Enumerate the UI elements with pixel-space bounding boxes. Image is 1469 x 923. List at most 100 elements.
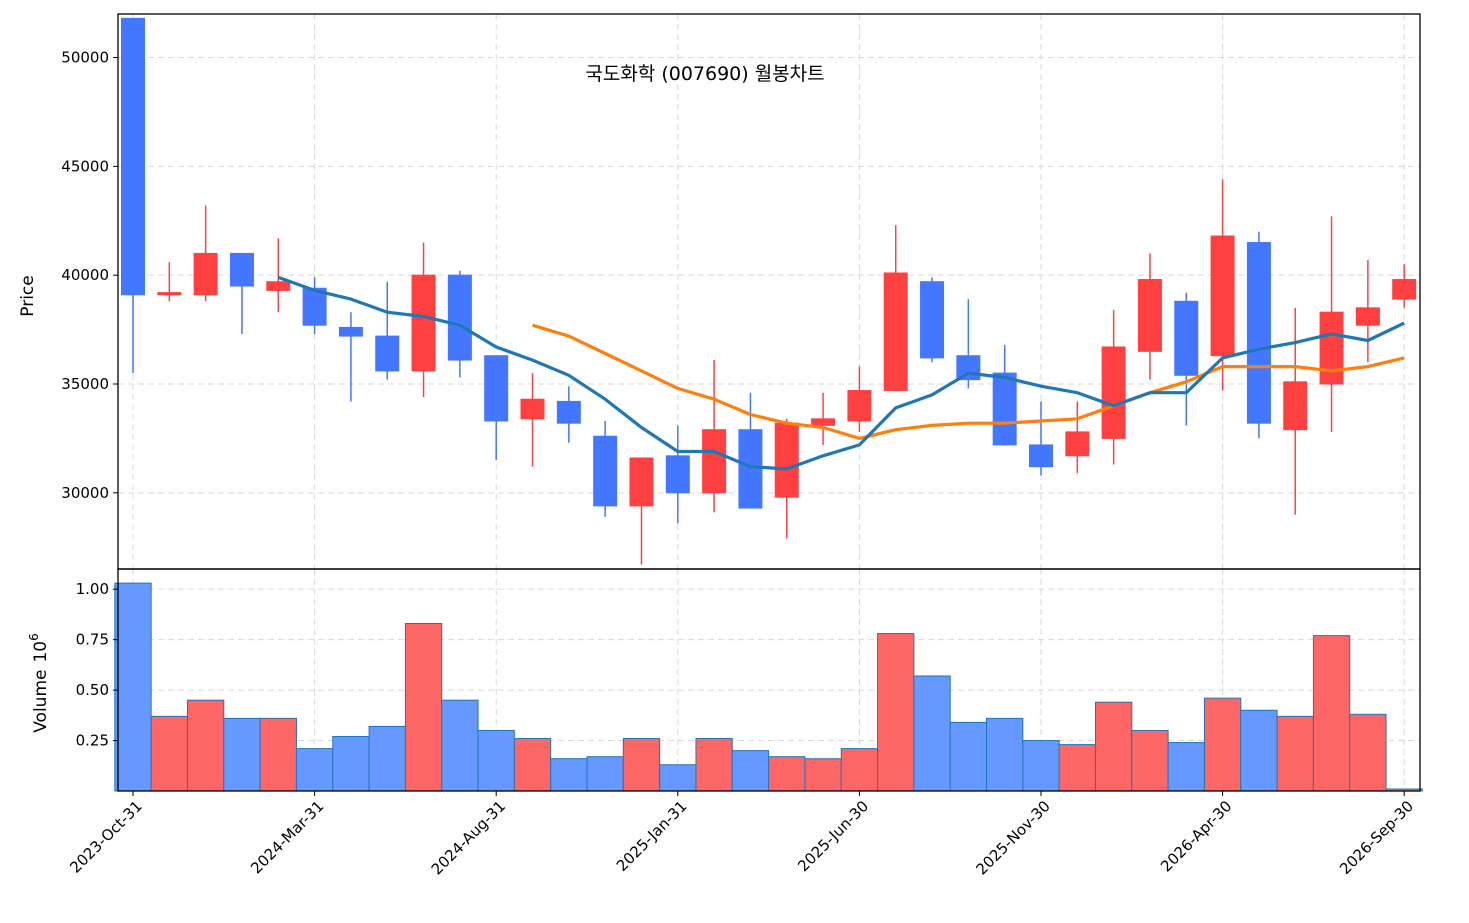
candle <box>593 421 618 517</box>
volume-bar <box>1349 713 1387 792</box>
candle <box>702 360 727 513</box>
volume-bar <box>731 750 770 792</box>
candle-body <box>593 435 618 507</box>
candle <box>1246 231 1271 439</box>
volume-tick-label: 0.50 <box>76 681 109 699</box>
candle <box>1137 253 1162 380</box>
candle-body <box>1101 346 1126 439</box>
candle <box>338 312 363 402</box>
candle <box>157 262 182 302</box>
x-tick-label: 2024-Mar-31 <box>247 797 327 877</box>
volume-bar <box>1167 742 1205 792</box>
volume-bar <box>1276 715 1314 792</box>
volume-bar <box>1058 744 1096 792</box>
candle <box>665 425 690 524</box>
volume-bar <box>404 622 443 792</box>
volume-axis-label-text: Volume <box>31 670 51 733</box>
candle-body <box>702 429 727 494</box>
candle <box>774 418 799 539</box>
price-grid <box>118 14 1420 569</box>
candle <box>738 392 763 509</box>
candle <box>1283 307 1308 515</box>
candle-body <box>556 400 581 424</box>
candle-body <box>1065 431 1090 457</box>
candle-body <box>774 422 799 498</box>
candle <box>883 225 908 392</box>
x-tick-label: 2025-Jan-31 <box>613 797 691 875</box>
price-tick-label: 35000 <box>61 375 109 393</box>
candle <box>193 205 218 302</box>
volume-bar <box>550 758 588 792</box>
volume-bar <box>586 756 624 792</box>
candle <box>811 392 836 445</box>
candle-body <box>738 429 763 509</box>
volume-tick-label: 0.25 <box>76 732 109 750</box>
price-y-ticks: 30000 35000 40000 45000 50000 <box>61 49 118 502</box>
candle-body <box>1137 279 1162 352</box>
candle <box>1065 401 1090 474</box>
candle-body <box>1174 300 1199 376</box>
x-tick-label: 2024-Aug-31 <box>428 797 509 878</box>
x-tick-label: 2023-Oct-31 <box>66 797 146 877</box>
volume-bar <box>768 756 806 792</box>
candle <box>1355 259 1380 363</box>
candle <box>302 277 327 334</box>
candle-body <box>920 281 945 359</box>
candle-body <box>1246 242 1271 424</box>
candle <box>484 355 509 461</box>
candle-body <box>883 272 908 392</box>
candle-body <box>121 17 145 296</box>
candle-body <box>1283 381 1308 431</box>
candle-body <box>956 355 981 381</box>
volume-bar <box>186 699 225 792</box>
candle-body <box>266 281 291 291</box>
candle <box>1392 264 1417 308</box>
volume-bar <box>622 738 661 792</box>
candle <box>556 386 581 443</box>
price-axis-label: Price <box>18 275 38 316</box>
candle-body <box>193 252 218 296</box>
candle <box>1174 292 1199 426</box>
volume-bar <box>223 717 261 792</box>
volume-bar <box>1240 709 1278 792</box>
candle-body <box>520 398 545 420</box>
volume-bar <box>1131 729 1169 792</box>
candle-body <box>229 252 254 287</box>
candle <box>447 270 472 378</box>
volume-bar <box>986 717 1024 792</box>
candle-body <box>411 274 436 372</box>
price-tick-label: 40000 <box>61 266 109 284</box>
volume-bar <box>949 721 988 792</box>
candle-body <box>1355 307 1380 326</box>
candle-body <box>811 418 836 426</box>
candle-body <box>484 355 509 422</box>
x-tick-label: 2025-Nov-30 <box>973 797 1054 878</box>
volume-tick-label: 1.00 <box>76 580 109 598</box>
candle <box>375 281 400 380</box>
x-tick-label: 2026-Apr-30 <box>1157 797 1235 875</box>
volume-bar <box>913 675 951 792</box>
candle-body <box>1319 311 1344 385</box>
candle-body <box>447 274 472 361</box>
candle-body <box>665 455 690 494</box>
moving-average-lines <box>277 275 1405 471</box>
volume-bar <box>368 725 406 792</box>
candle <box>920 277 945 363</box>
candle <box>847 366 872 432</box>
candle-body <box>338 326 363 337</box>
volume-bar <box>1312 635 1351 792</box>
volume-bar <box>150 715 188 792</box>
volume-bar <box>1203 697 1242 792</box>
candle <box>1210 179 1235 391</box>
volume-y-ticks: 0.25 0.50 0.75 1.00 <box>76 580 118 750</box>
volume-bars <box>114 582 1423 792</box>
volume-bar <box>1094 701 1133 792</box>
candle-body <box>157 292 182 296</box>
volume-bar <box>1022 740 1060 792</box>
candle-body <box>1392 279 1417 300</box>
x-tick-label: 2026-Sep-30 <box>1336 797 1417 878</box>
x-tick-label: 2025-Jun-30 <box>794 797 872 875</box>
volume-axis-label-base: 10 <box>31 641 51 663</box>
candle <box>266 238 291 313</box>
